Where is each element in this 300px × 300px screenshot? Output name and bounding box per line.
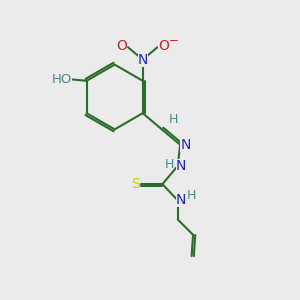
Text: S: S <box>131 177 140 191</box>
Text: N: N <box>176 159 187 173</box>
Text: O: O <box>116 39 127 53</box>
Text: N: N <box>180 138 190 152</box>
Text: H: H <box>165 158 174 171</box>
Text: HO: HO <box>51 73 72 86</box>
Text: O: O <box>158 39 169 53</box>
Text: N: N <box>176 193 187 207</box>
Text: H: H <box>187 189 196 203</box>
Text: H: H <box>168 113 178 126</box>
Text: −: − <box>169 34 178 47</box>
Text: N: N <box>137 52 148 67</box>
